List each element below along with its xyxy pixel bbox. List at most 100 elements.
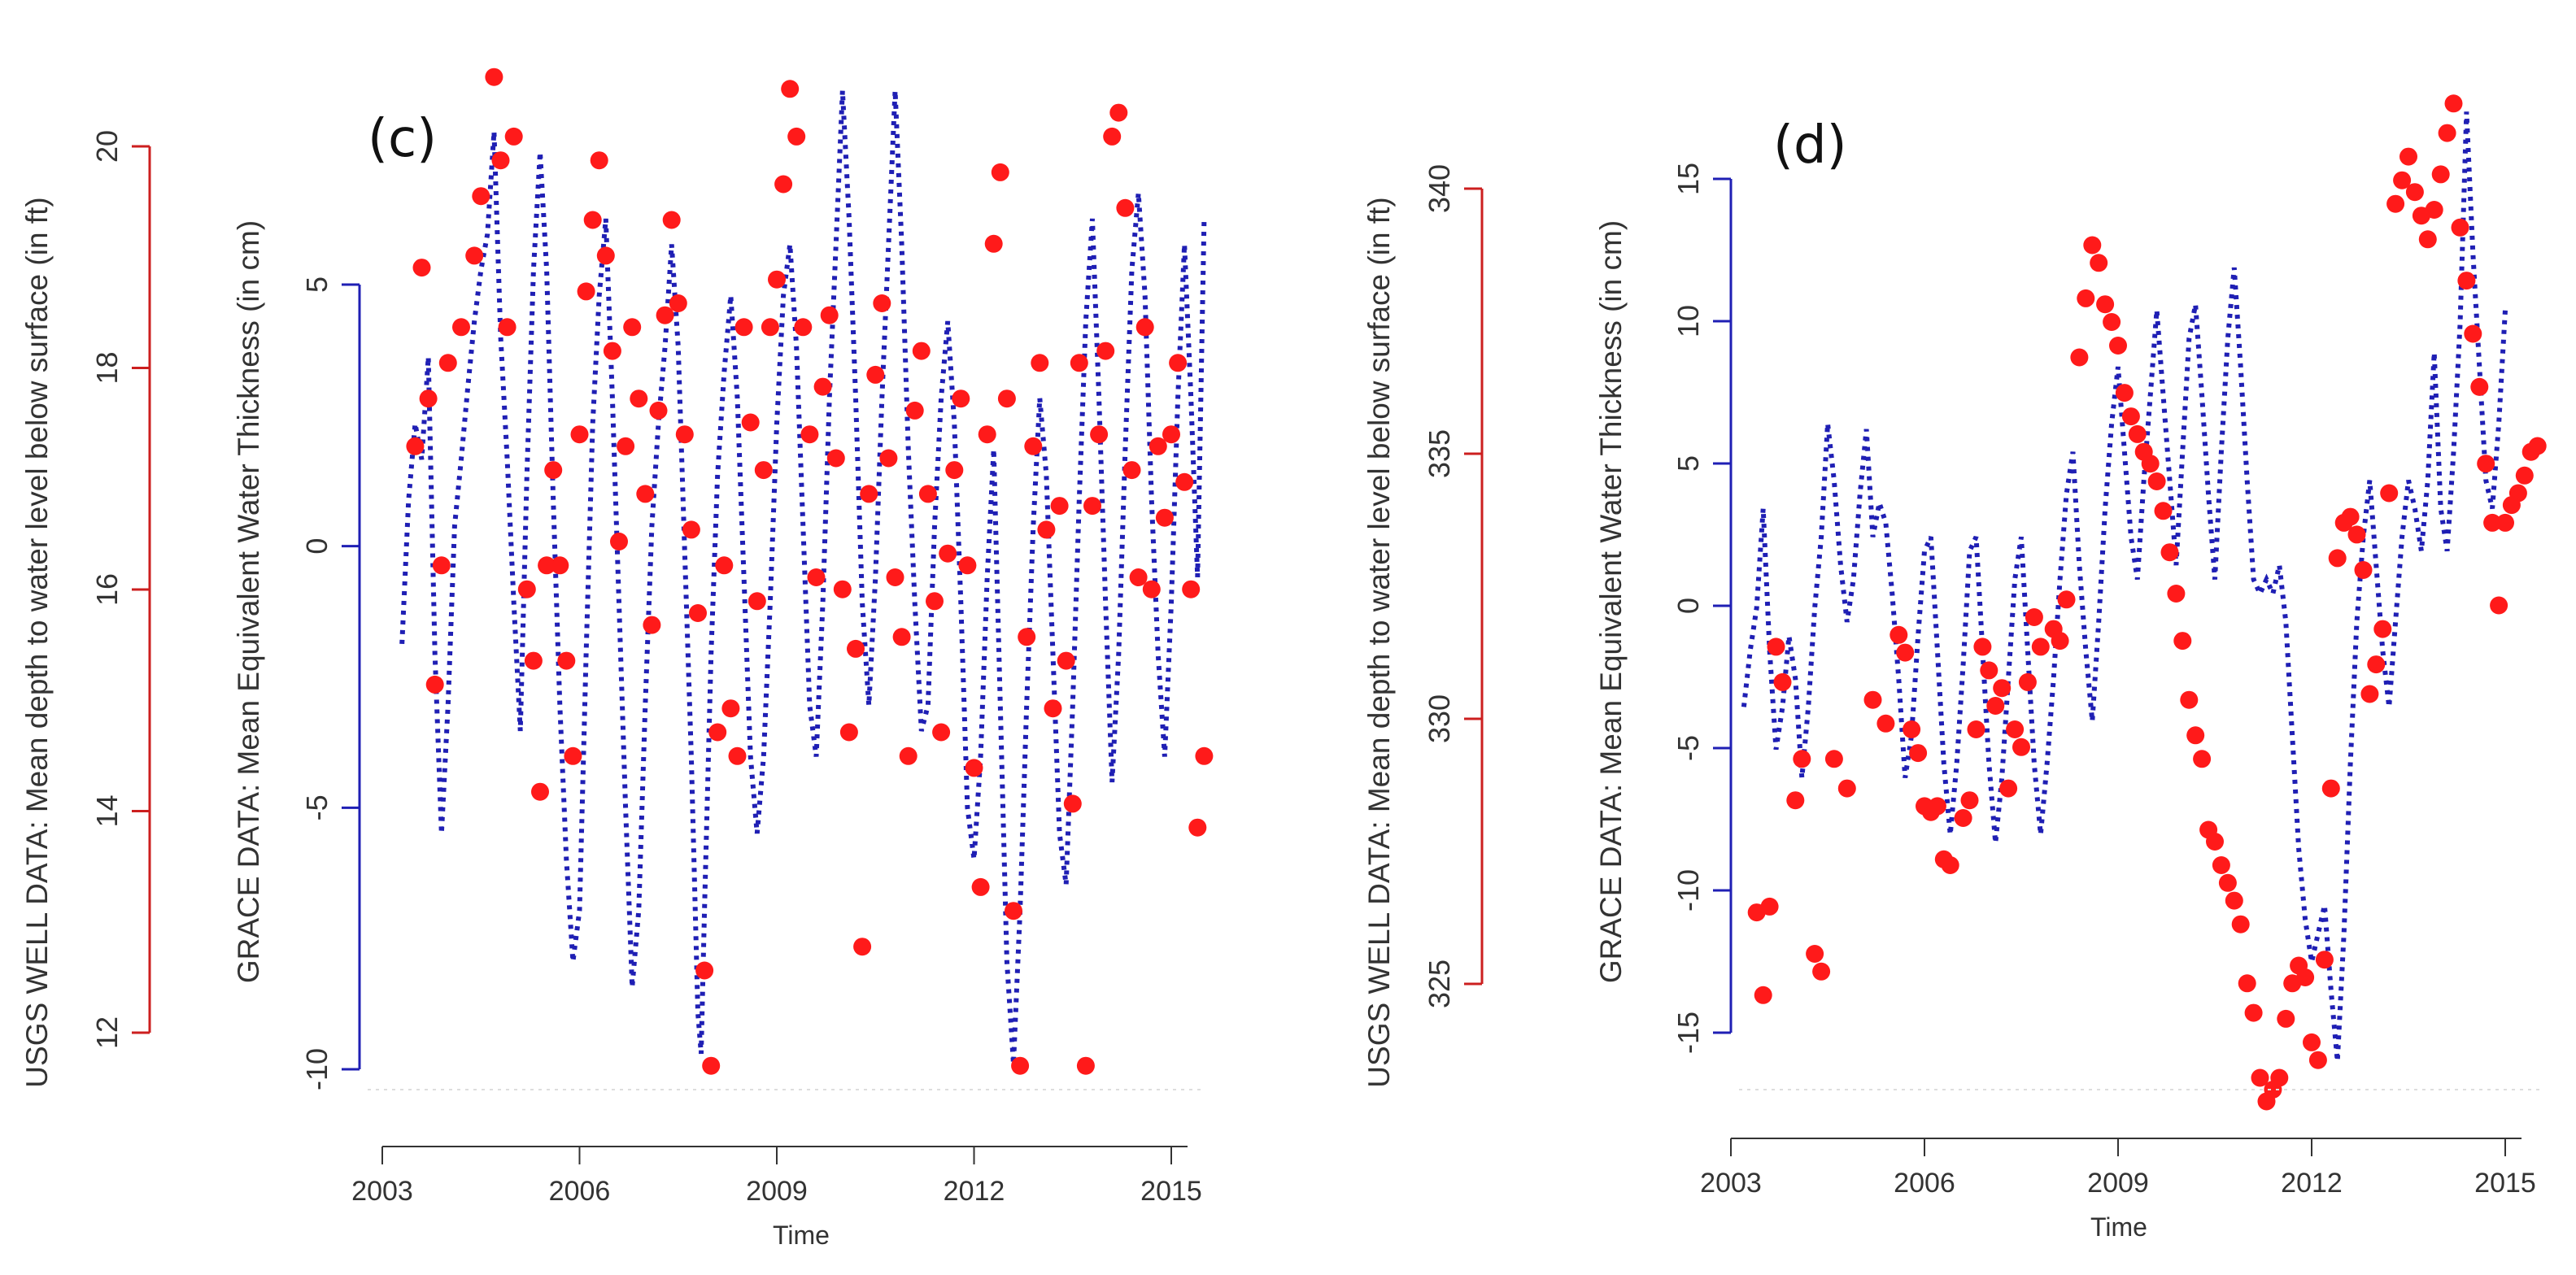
well-point-c [1175, 472, 1194, 491]
plot-area-c [399, 67, 1214, 1075]
well-point-d [2347, 525, 2366, 544]
well-point-c [1011, 1056, 1030, 1075]
well-point-d [1993, 679, 2012, 698]
well-point-c [1050, 497, 1069, 516]
well-point-d [2367, 655, 2386, 674]
well-point-c [866, 365, 885, 384]
well-point-d [2238, 974, 2256, 993]
well-point-c [412, 259, 431, 277]
well-point-d [2386, 194, 2405, 213]
well-point-c [952, 389, 970, 408]
well-point-c [820, 306, 839, 324]
well-point-c [997, 389, 1016, 408]
well-point-c [1044, 699, 1062, 718]
well-point-d [2483, 513, 2502, 532]
well-point-d [1876, 714, 1895, 733]
well-point-c [1116, 198, 1135, 217]
well-point-c [630, 389, 648, 408]
well-point-c [702, 1056, 721, 1075]
well-point-c [689, 604, 707, 622]
well-point-c [768, 270, 786, 289]
well-axis-c: 12 14 16 18 20 [90, 130, 151, 1049]
well-point-c [899, 746, 918, 765]
well-point-c [610, 533, 628, 550]
grace-axis-label-c: GRACE DATA: Mean Equivalent Water Thickn… [232, 220, 265, 983]
well-point-c [524, 651, 543, 670]
well-point-c [406, 437, 425, 455]
well-point-d [1941, 856, 1959, 874]
well-tick-label-d: 325 [1423, 960, 1456, 1008]
well-point-d [2528, 437, 2547, 455]
well-point-c [1076, 1056, 1095, 1075]
well-point-c [873, 294, 891, 312]
well-point-c [912, 342, 931, 360]
well-point-d [2103, 313, 2121, 331]
panel-label-c: (c) [368, 109, 437, 169]
well-point-d [2025, 608, 2043, 626]
well-point-c [1083, 497, 1101, 516]
well-point-d [1806, 945, 1824, 963]
grace-tick-label-d: -15 [1672, 1012, 1705, 1054]
well-point-d [2070, 348, 2089, 367]
well-axis-d: 325 330 335 340 [1423, 164, 1484, 1008]
well-point-c [682, 520, 700, 539]
well-point-c [662, 211, 681, 229]
grace-tick-label-c: -5 [300, 794, 333, 820]
well-point-c [991, 163, 1009, 181]
well-point-c [971, 877, 990, 896]
well-point-c [774, 175, 793, 194]
well-point-d [2490, 596, 2508, 615]
well-point-d [1967, 720, 1985, 738]
well-point-c [754, 461, 773, 480]
grace-tick-label-d: 0 [1672, 598, 1705, 614]
well-axis-label-d: USGS WELL DATA: Mean depth to water leve… [1362, 197, 1396, 1087]
well-point-d [2425, 201, 2443, 219]
x-tick-label-d: 2012 [2281, 1168, 2343, 1199]
well-point-d [1896, 643, 1915, 662]
well-point-c [1142, 580, 1161, 598]
grace-tick-label-c: -10 [300, 1048, 333, 1090]
well-point-d [1980, 661, 1998, 680]
well-point-d [2399, 147, 2417, 166]
well-point-c [945, 461, 964, 480]
well-point-d [1928, 797, 1946, 816]
well-point-d [2251, 1068, 2269, 1087]
well-point-c [1063, 794, 1082, 813]
well-point-c [544, 461, 563, 480]
well-point-d [2418, 230, 2437, 249]
well-point-c [531, 782, 549, 801]
well-point-d [2380, 484, 2399, 503]
panel-label-d: (d) [1773, 115, 1847, 176]
well-point-c [741, 413, 760, 432]
well-point-d [2193, 750, 2212, 768]
well-point-d [2180, 690, 2199, 709]
well-point-d [2303, 1033, 2321, 1051]
x-tick-label-c: 2012 [944, 1176, 1005, 1207]
well-point-c [432, 556, 451, 575]
well-point-d [2051, 632, 2069, 651]
well-point-c [847, 639, 865, 658]
well-point-d [2218, 873, 2237, 892]
well-point-c [926, 592, 944, 611]
well-point-d [2508, 484, 2527, 503]
well-point-d [2057, 590, 2076, 609]
well-point-c [984, 234, 1003, 253]
well-point-d [1754, 986, 1772, 1004]
well-point-c [570, 425, 589, 444]
plot-area-d [1741, 94, 2547, 1111]
well-point-c [734, 318, 753, 337]
well-point-c [583, 211, 602, 229]
well-point-c [596, 246, 615, 265]
well-point-d [2147, 472, 2166, 490]
well-point-d [2031, 638, 2050, 656]
well-point-c [504, 127, 523, 146]
grace-tick-label-d: -5 [1672, 735, 1705, 761]
well-tick-label-c: 14 [90, 794, 124, 827]
well-point-d [2321, 779, 2340, 798]
well-point-c [781, 80, 800, 98]
well-point-d [2405, 183, 2424, 202]
x-tick-label-c: 2009 [746, 1176, 808, 1207]
well-point-c [853, 938, 872, 956]
well-point-d [1890, 625, 1908, 644]
well-point-c [892, 628, 911, 646]
